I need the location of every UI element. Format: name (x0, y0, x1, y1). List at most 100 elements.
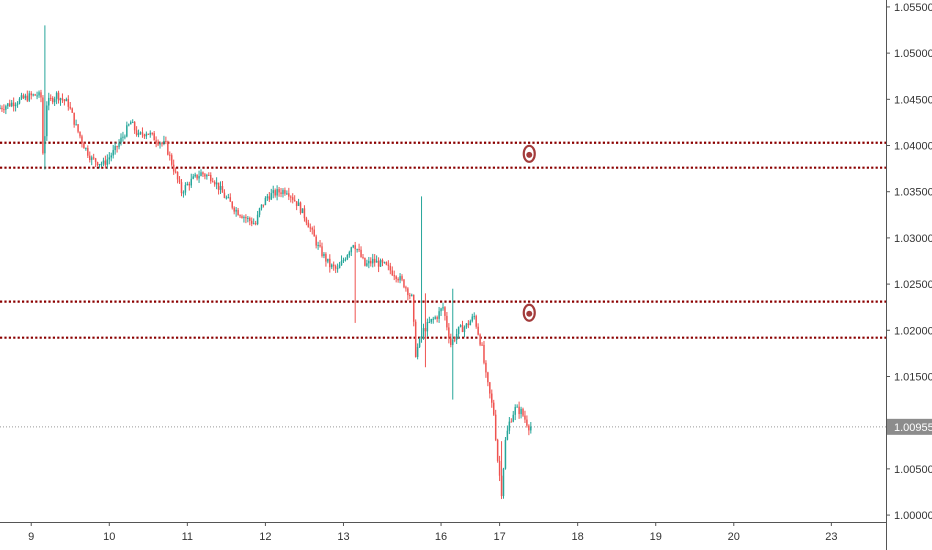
candle-body (465, 323, 468, 328)
candle-body (133, 122, 136, 131)
candle-body (426, 322, 429, 332)
price-tick-label: 1.03000 (894, 233, 932, 245)
candle-body (375, 260, 378, 263)
candle-body (332, 264, 335, 267)
candle-body (444, 307, 446, 316)
candle-body (225, 197, 228, 199)
candle-body (461, 325, 464, 333)
candle-body (514, 407, 516, 415)
candle-body (496, 439, 499, 461)
candle-body (163, 141, 165, 144)
candle-body (440, 308, 442, 312)
candle-body (26, 95, 29, 101)
candle-body (169, 154, 171, 156)
candle-body (235, 209, 237, 212)
candle-body (85, 147, 87, 149)
price-tick-label: 1.04000 (894, 141, 932, 153)
candle-body (508, 421, 511, 431)
candle-body (258, 208, 261, 215)
candle-body (323, 253, 325, 256)
candle-body (395, 276, 397, 279)
candle-body (104, 160, 107, 165)
candle-body (483, 344, 485, 363)
candle-body (36, 95, 38, 97)
candle-body (290, 196, 292, 198)
candle-body (385, 262, 388, 265)
candle-body (528, 425, 530, 431)
candle-body (215, 182, 218, 185)
candle-body (331, 264, 333, 268)
candle-body (368, 260, 370, 264)
candle-body (381, 260, 384, 263)
time-tick-label: 11 (182, 531, 193, 543)
candle-body (172, 164, 175, 172)
candle-body (354, 245, 356, 250)
candle-body (424, 328, 427, 332)
candle-body (34, 94, 36, 96)
candle-body (325, 253, 327, 262)
candle-body (223, 192, 226, 198)
candle-body (307, 222, 310, 228)
candle-body (44, 136, 46, 154)
candle-body (276, 189, 278, 196)
candle-body (194, 174, 196, 177)
candle-body (202, 172, 204, 175)
candle-body (393, 275, 395, 277)
candle-body (516, 406, 518, 408)
candle-body (518, 406, 520, 415)
candle-body (211, 181, 214, 183)
candle-body (274, 190, 276, 196)
candle-body (266, 196, 269, 198)
candle-body (102, 160, 105, 164)
price-tick-label: 1.05500 (894, 2, 932, 14)
candle-body (387, 264, 390, 266)
candle-body (167, 141, 169, 155)
candle-body (204, 174, 206, 177)
candle-body (510, 421, 513, 423)
candle-body (46, 105, 48, 137)
candle-body (377, 260, 380, 267)
target-circle-icon (522, 144, 536, 163)
last-price-tag-background (887, 418, 932, 435)
price-tick-label: 1.03500 (894, 187, 932, 199)
candle-body (186, 183, 189, 186)
candle-body (7, 103, 9, 107)
candle-body (262, 204, 265, 206)
candle-body (348, 252, 351, 256)
candle-body (221, 186, 224, 193)
candle-body (122, 136, 124, 138)
candle-body (5, 106, 7, 110)
candle-body (327, 258, 329, 262)
candle-body (446, 315, 448, 328)
candle-body (428, 321, 431, 323)
candle-body (32, 94, 34, 96)
candle-body (114, 146, 116, 151)
candle-body (530, 426, 532, 431)
candle-body (69, 106, 72, 109)
target-ring (522, 144, 536, 163)
candle-body (407, 288, 409, 296)
candle-body (159, 143, 161, 145)
time-tick-label: 16 (435, 531, 447, 543)
candle-body (270, 193, 273, 200)
candle-body (81, 136, 83, 144)
candle-body (137, 132, 140, 136)
candle-body (110, 155, 112, 158)
candles (0, 25, 532, 500)
candle-body (264, 197, 267, 206)
candle-body (120, 137, 122, 143)
candle-body (272, 190, 274, 194)
candle-body (67, 99, 70, 107)
candle-body (30, 93, 32, 96)
candle-body (475, 316, 477, 327)
candle-body (485, 362, 487, 373)
candle-body (139, 132, 142, 134)
candle-body (18, 98, 21, 104)
candle-body (170, 155, 173, 165)
candle-body (455, 334, 458, 340)
candle-body (315, 236, 317, 246)
candle-body (502, 468, 505, 497)
candle-body (24, 95, 27, 99)
candle-body (260, 204, 263, 209)
